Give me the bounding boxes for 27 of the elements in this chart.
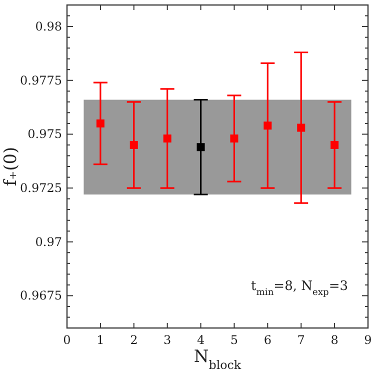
x-tick-label: 3 xyxy=(164,333,172,347)
point xyxy=(196,143,205,152)
x-tick-label: 4 xyxy=(196,333,205,347)
y-tick-label: 0.9775 xyxy=(20,73,62,88)
y-tick-label: 0.975 xyxy=(28,127,62,142)
point xyxy=(264,122,272,130)
x-tick-label: 5 xyxy=(230,333,238,347)
y-axis-title: f₊(0) xyxy=(1,146,21,186)
point xyxy=(130,140,138,149)
y-tick-label: 0.9725 xyxy=(20,181,62,196)
y-tick-label: 0.9675 xyxy=(20,288,62,303)
x-tick-label: 9 xyxy=(364,333,372,347)
x-tick-label: 0 xyxy=(63,333,71,347)
y-tick-label: 0.98 xyxy=(35,20,62,34)
x-tick-label: 7 xyxy=(297,333,305,347)
point xyxy=(163,134,172,143)
y-tick-label: 0.97 xyxy=(35,234,62,249)
point xyxy=(330,140,339,149)
annotation: t$_{min}$=8, N$_{exp}$=3 xyxy=(251,279,348,298)
point xyxy=(96,119,104,128)
x-tick-label: 2 xyxy=(130,333,138,347)
point xyxy=(230,134,238,143)
x-tick-label: 1 xyxy=(96,333,104,347)
x-axis-title: N$_{block}$ xyxy=(194,347,242,372)
point xyxy=(297,124,306,132)
x-tick-label: 8 xyxy=(330,333,338,347)
x-tick-label: 6 xyxy=(264,333,272,347)
